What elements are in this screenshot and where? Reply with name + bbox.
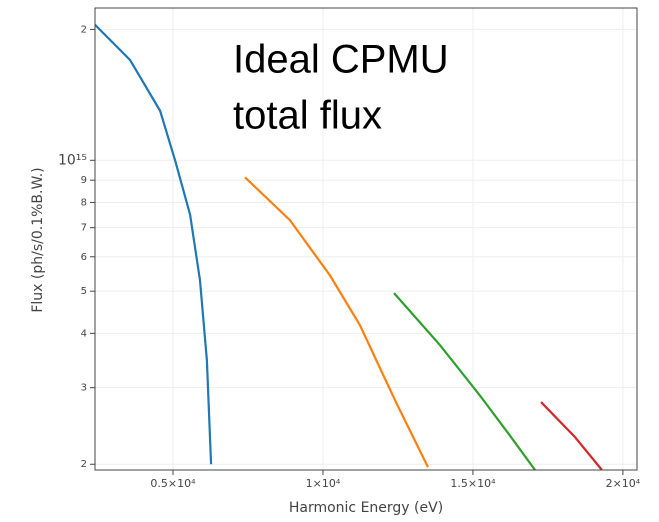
annotation: Ideal CPMU bbox=[233, 38, 449, 82]
y-tick-label: 4 bbox=[81, 328, 87, 339]
series-line bbox=[540, 401, 603, 470]
x-tick-label: 1×10⁴ bbox=[306, 477, 341, 490]
y-tick-label: 6 bbox=[81, 252, 87, 263]
y-tick-label: 10¹⁵ bbox=[58, 152, 87, 168]
series-line bbox=[393, 292, 536, 470]
plot-frame bbox=[94, 7, 638, 471]
y-axis-label: Flux (ph/s/0.1%B.W.) bbox=[30, 167, 46, 312]
x-tick-label: 1.5×10⁴ bbox=[450, 477, 496, 490]
x-tick-label: 0.5×10⁴ bbox=[150, 477, 196, 490]
series-line bbox=[244, 176, 429, 468]
annotation: total flux bbox=[233, 94, 382, 138]
y-tick-label: 5 bbox=[81, 286, 87, 297]
y-tick-label: 2 bbox=[81, 24, 87, 35]
y-tick-label: 9 bbox=[81, 175, 87, 186]
plot-lines bbox=[95, 23, 603, 470]
y-tick-label: 7 bbox=[81, 223, 87, 234]
x-tick-label: 2×10⁴ bbox=[606, 477, 641, 490]
y-tick-label: 8 bbox=[81, 197, 87, 208]
x-axis-label: Harmonic Energy (eV) bbox=[289, 500, 443, 516]
series-line bbox=[95, 23, 213, 465]
y-tick-label: 2 bbox=[81, 459, 87, 470]
y-tick-label: 3 bbox=[81, 383, 87, 394]
